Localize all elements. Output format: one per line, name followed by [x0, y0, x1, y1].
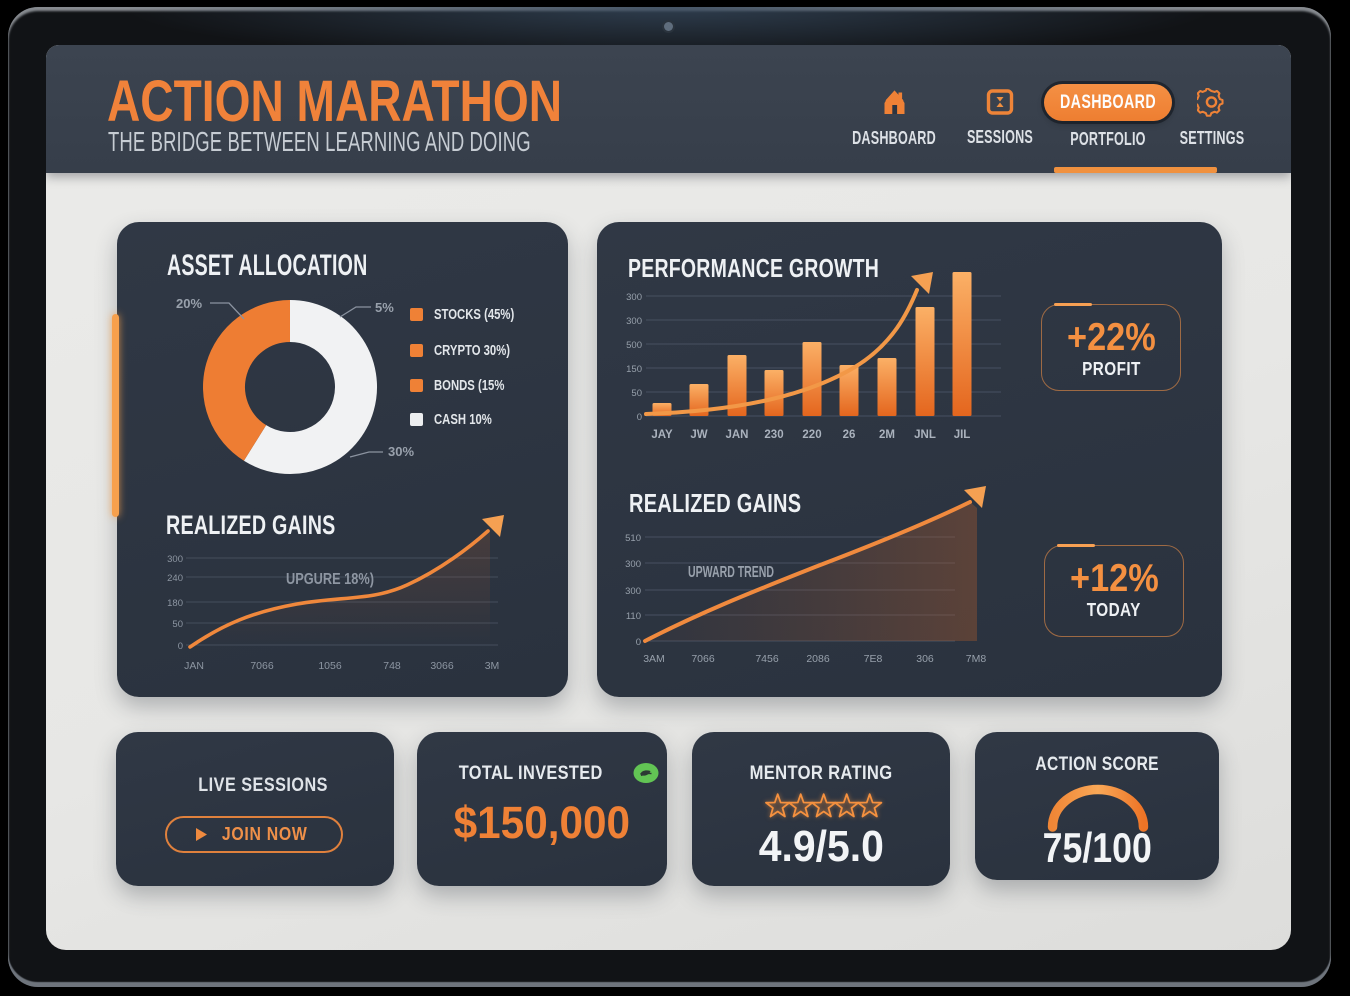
- svg-text:50: 50: [631, 388, 642, 399]
- svg-text:300: 300: [626, 292, 642, 303]
- svg-text:JAY: JAY: [651, 429, 673, 441]
- svg-text:3M: 3M: [485, 660, 500, 672]
- svg-text:JIL: JIL: [954, 429, 971, 441]
- svg-text:7E8: 7E8: [864, 653, 883, 665]
- svg-text:2M: 2M: [879, 429, 895, 441]
- svg-text:JNL: JNL: [914, 429, 936, 441]
- svg-text:30%: 30%: [388, 444, 414, 459]
- svg-text:2086: 2086: [806, 653, 830, 665]
- svg-text:500: 500: [626, 340, 642, 351]
- svg-text:JAN: JAN: [725, 429, 748, 441]
- svg-text:300: 300: [167, 554, 183, 565]
- svg-text:50: 50: [172, 619, 183, 630]
- svg-text:240: 240: [167, 573, 183, 584]
- svg-text:26: 26: [843, 429, 856, 441]
- svg-text:748: 748: [383, 660, 401, 672]
- svg-text:7066: 7066: [691, 653, 715, 665]
- svg-text:0: 0: [637, 412, 642, 423]
- svg-text:JW: JW: [690, 429, 707, 441]
- svg-text:300: 300: [625, 559, 641, 570]
- svg-text:3AM: 3AM: [643, 653, 665, 665]
- svg-text:0: 0: [636, 637, 641, 648]
- svg-text:3066: 3066: [430, 660, 454, 672]
- svg-text:7M8: 7M8: [966, 653, 987, 665]
- svg-text:JAN: JAN: [184, 660, 204, 672]
- svg-text:110: 110: [626, 611, 641, 622]
- svg-text:UPGURE 18%): UPGURE 18%): [286, 571, 374, 588]
- svg-text:20%: 20%: [176, 296, 202, 311]
- svg-text:306: 306: [916, 653, 934, 665]
- svg-text:230: 230: [764, 429, 783, 441]
- svg-text:UPWARD TREND: UPWARD TREND: [688, 564, 774, 581]
- svg-text:150: 150: [626, 364, 642, 375]
- svg-text:5%: 5%: [375, 300, 394, 315]
- svg-text:220: 220: [802, 429, 821, 441]
- svg-text:7066: 7066: [250, 660, 274, 672]
- svg-text:180: 180: [167, 598, 183, 609]
- svg-text:510: 510: [625, 533, 641, 544]
- svg-text:1056: 1056: [318, 660, 342, 672]
- svg-text:0: 0: [178, 641, 183, 652]
- svg-text:7456: 7456: [755, 653, 779, 665]
- svg-text:300: 300: [626, 316, 642, 327]
- svg-text:300: 300: [625, 586, 641, 597]
